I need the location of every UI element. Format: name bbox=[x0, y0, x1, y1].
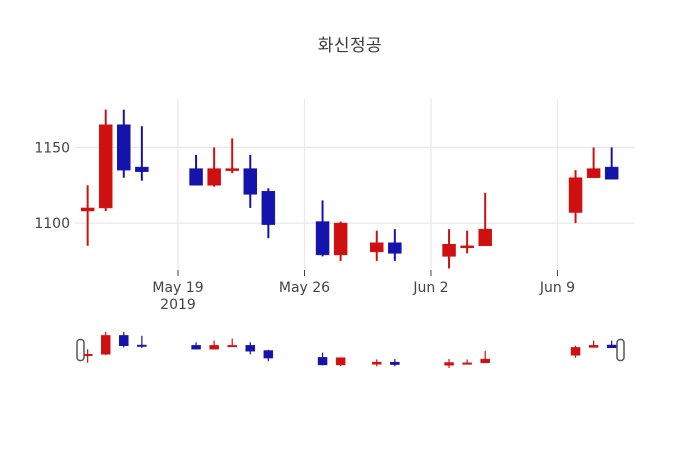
candle-body bbox=[225, 168, 239, 171]
rs-candle-2019-06-04 bbox=[462, 359, 472, 365]
candle-body bbox=[117, 124, 131, 171]
candle-body bbox=[372, 361, 382, 365]
rangeslider-right-handle[interactable] bbox=[616, 338, 625, 362]
rs-candle-2019-06-05 bbox=[480, 350, 490, 364]
candle-body bbox=[444, 362, 454, 366]
candle-2019-06-10 bbox=[568, 170, 583, 224]
rs-candle-2019-05-28 bbox=[335, 357, 346, 367]
rs-candle-2019-05-27 bbox=[317, 352, 328, 366]
rs-candle-2019-05-17 bbox=[137, 335, 147, 349]
candle-2019-05-16 bbox=[117, 109, 131, 178]
candle-body bbox=[263, 350, 274, 359]
candle-2019-05-22 bbox=[225, 138, 239, 174]
candle-2019-06-03 bbox=[442, 229, 456, 269]
chart-title: 화신정공 bbox=[317, 36, 383, 56]
candle-body bbox=[442, 244, 456, 257]
candle-2019-05-30 bbox=[370, 230, 384, 261]
candle-body bbox=[568, 177, 583, 213]
candle-body bbox=[315, 221, 330, 256]
rs-candle-2019-06-10 bbox=[570, 345, 581, 358]
candle-body bbox=[137, 344, 147, 347]
candle-body bbox=[317, 357, 328, 366]
candle-body bbox=[243, 168, 258, 195]
rs-candle-2019-05-15 bbox=[100, 332, 111, 355]
candle-body bbox=[606, 344, 617, 349]
candle-2019-05-24 bbox=[261, 188, 276, 239]
candle-2019-05-31 bbox=[388, 229, 402, 261]
candle-body bbox=[462, 362, 472, 365]
candle-2019-06-05 bbox=[478, 192, 492, 247]
candle-2019-05-28 bbox=[333, 221, 348, 261]
candle-body bbox=[604, 166, 619, 180]
candle-body bbox=[460, 245, 474, 249]
candle-body bbox=[207, 168, 221, 186]
x-tick-label: Jun 9 bbox=[539, 280, 575, 296]
candle-2019-06-04 bbox=[460, 230, 474, 254]
candle-body bbox=[135, 166, 149, 172]
candle-body bbox=[333, 222, 348, 256]
y-tick-label: 1100 bbox=[34, 216, 70, 232]
candle-body bbox=[209, 345, 219, 350]
candle-2019-06-11 bbox=[586, 147, 601, 178]
candle-2019-05-21 bbox=[207, 147, 221, 187]
candle-body bbox=[335, 357, 346, 366]
rs-candle-2019-05-16 bbox=[119, 332, 129, 348]
x-tick-year-label: 2019 bbox=[160, 297, 196, 313]
candle-body bbox=[370, 242, 384, 253]
candle-body bbox=[100, 335, 111, 355]
candle-2019-05-15 bbox=[98, 109, 113, 211]
candle-2019-05-14 bbox=[80, 185, 95, 246]
candle-2019-05-23 bbox=[243, 154, 258, 208]
candle-body bbox=[390, 361, 400, 365]
candle-body bbox=[586, 168, 601, 178]
rs-candle-2019-06-11 bbox=[588, 340, 599, 348]
x-tick-label: May 19 bbox=[152, 280, 203, 296]
rs-candle-2019-05-31 bbox=[390, 359, 400, 367]
candle-body bbox=[261, 191, 276, 225]
candle-body bbox=[478, 228, 492, 247]
rs-candle-2019-05-30 bbox=[372, 359, 382, 367]
rangeslider[interactable] bbox=[77, 328, 624, 372]
candle-2019-05-17 bbox=[135, 126, 149, 181]
candle-body bbox=[388, 242, 402, 254]
candle-2019-06-12 bbox=[604, 147, 619, 180]
rs-candle-2019-05-20 bbox=[191, 342, 201, 350]
x-tick-label: May 26 bbox=[279, 280, 330, 296]
x-tick-label: Jun 2 bbox=[412, 280, 448, 296]
rs-candle-2019-05-23 bbox=[245, 342, 256, 355]
rs-candle-2019-05-21 bbox=[209, 340, 219, 350]
candle-body bbox=[189, 168, 203, 186]
candle-body bbox=[227, 345, 237, 348]
rs-candle-2019-05-22 bbox=[227, 338, 237, 348]
candle-body bbox=[119, 335, 129, 346]
candle-body bbox=[570, 347, 581, 356]
candle-body bbox=[98, 124, 113, 209]
rs-candle-2019-05-24 bbox=[263, 349, 274, 362]
candle-body bbox=[480, 358, 490, 364]
candle-body bbox=[588, 345, 599, 348]
rs-candle-2019-06-03 bbox=[444, 359, 454, 368]
candle-2019-05-27 bbox=[315, 200, 330, 257]
rangeslider-left-handle[interactable] bbox=[76, 338, 85, 362]
candle-body bbox=[245, 345, 256, 352]
candle-body bbox=[80, 207, 95, 212]
rs-candle-2019-06-12 bbox=[606, 340, 617, 349]
y-tick-label: 1150 bbox=[34, 140, 70, 156]
plot-area[interactable] bbox=[75, 99, 635, 270]
candle-body bbox=[191, 345, 201, 350]
candle-2019-05-20 bbox=[189, 154, 203, 186]
